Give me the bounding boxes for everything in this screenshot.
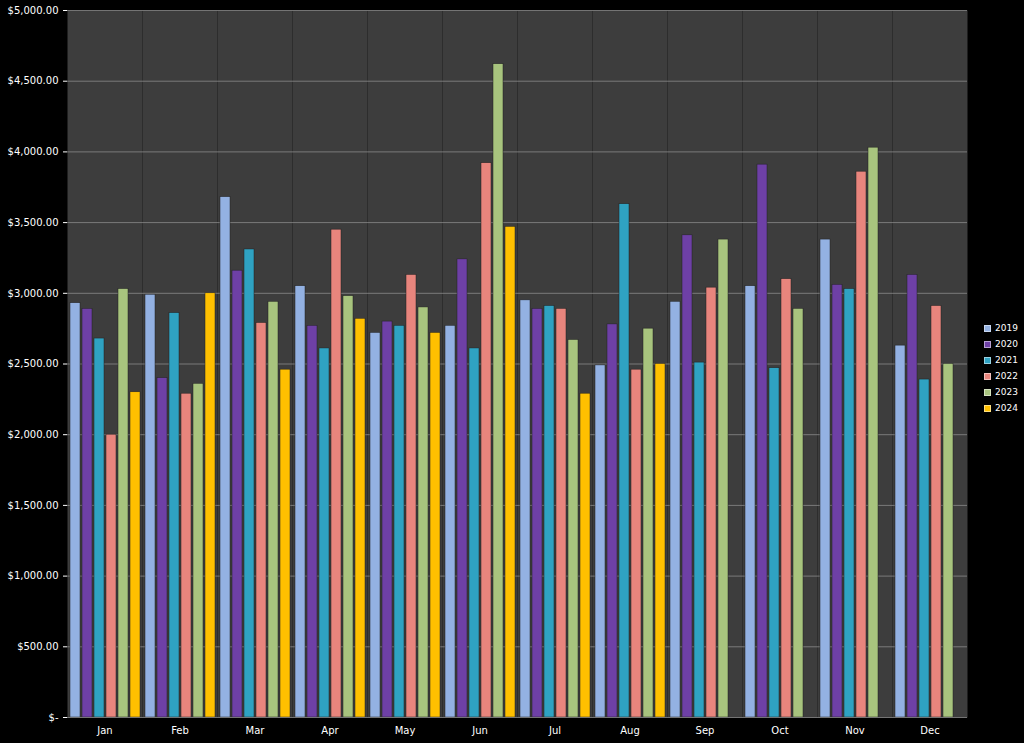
html-text:2023: 2023 [995,387,1018,397]
svg-text:Jul: Jul [548,725,561,736]
svg-text:Dec: Dec [920,725,939,736]
html-text:2019: 2019 [995,323,1018,333]
svg-text:$2,000.00: $2,000.00 [8,429,59,440]
html-text:2020: 2020 [995,339,1018,349]
svg-text:Nov: Nov [845,725,865,736]
svg-text:$-: $- [49,712,59,723]
html-text:2022: 2022 [995,371,1018,381]
svg-text:Apr: Apr [321,725,339,736]
svg-text:$3,500.00: $3,500.00 [8,217,59,228]
svg-text:$1,500.00: $1,500.00 [8,500,59,511]
svg-text:$4,500.00: $4,500.00 [8,75,59,86]
svg-text:$1,000.00: $1,000.00 [8,570,59,581]
svg-text:$2,500.00: $2,500.00 [8,358,59,369]
svg-text:Oct: Oct [771,725,788,736]
svg-text:Jan: Jan [96,725,112,736]
svg-text:Jun: Jun [471,725,488,736]
svg-text:$4,000.00: $4,000.00 [8,146,59,157]
svg-text:Aug: Aug [620,725,640,736]
svg-text:Sep: Sep [696,725,715,736]
svg-text:$3,000.00: $3,000.00 [8,288,59,299]
svg-text:May: May [395,725,416,736]
svg-text:$500.00: $500.00 [17,641,58,652]
svg-text:Mar: Mar [246,725,266,736]
svg-text:Feb: Feb [171,725,189,736]
html-text:2021: 2021 [995,355,1018,365]
svg-text:$5,000.00: $5,000.00 [8,5,59,16]
html-text:2024: 2024 [995,403,1018,413]
